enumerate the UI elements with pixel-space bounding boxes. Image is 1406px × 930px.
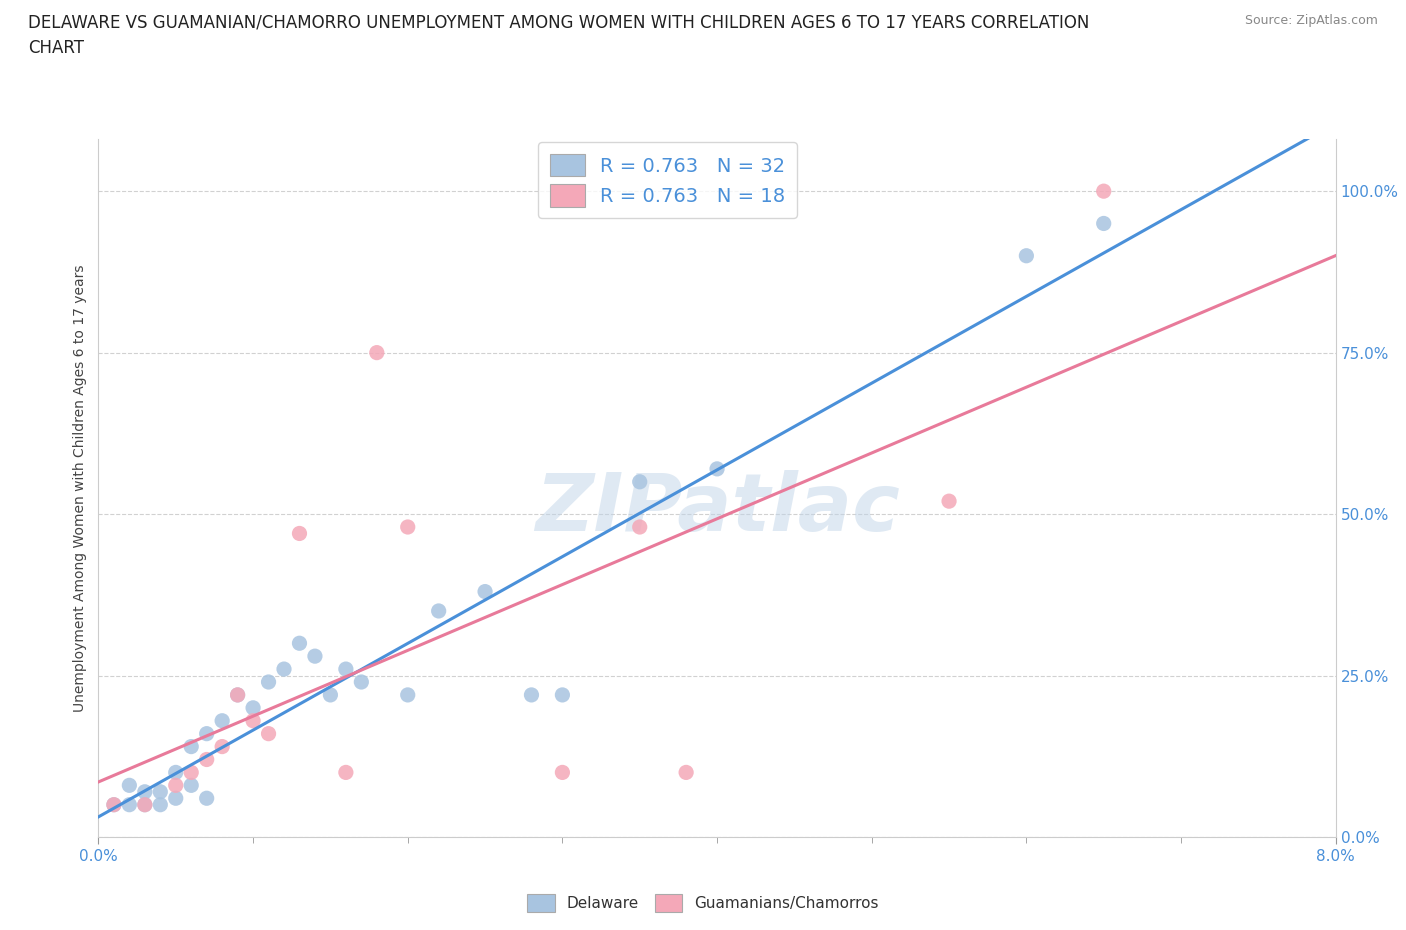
Point [165,790,187,805]
Point [675,765,697,780]
Point [195,726,218,741]
Point [938,494,960,509]
Point [350,674,373,689]
Point [520,687,543,702]
Legend: R = 0.763   N = 32, R = 0.763   N = 18: R = 0.763 N = 32, R = 0.763 N = 18 [538,142,797,219]
Point [165,777,187,792]
Point [474,584,496,599]
Point [211,713,233,728]
Point [180,739,202,754]
Point [335,765,357,780]
Point [226,687,249,702]
Point [288,636,311,651]
Point [396,520,419,535]
Point [304,649,326,664]
Point [180,777,202,792]
Point [242,700,264,715]
Point [149,784,172,799]
Legend: Delaware, Guamanians/Chamorros: Delaware, Guamanians/Chamorros [522,888,884,918]
Point [180,765,202,780]
Point [319,687,342,702]
Point [257,674,280,689]
Point [103,797,125,812]
Text: ZIPatlас: ZIPatlас [534,471,900,548]
Point [134,797,156,812]
Point [118,797,141,812]
Point [242,713,264,728]
Point [1092,184,1115,199]
Point [257,726,280,741]
Point [149,797,172,812]
Point [1015,248,1038,263]
Point [226,687,249,702]
Point [396,687,419,702]
Point [273,661,295,676]
Text: CHART: CHART [28,39,84,57]
Point [628,474,651,489]
Point [118,777,141,792]
Point [551,687,574,702]
Point [551,765,574,780]
Point [103,797,125,812]
Point [195,752,218,767]
Point [1092,216,1115,231]
Point [427,604,450,618]
Y-axis label: Unemployment Among Women with Children Ages 6 to 17 years: Unemployment Among Women with Children A… [73,264,87,712]
Point [134,797,156,812]
Point [706,461,728,476]
Point [134,784,156,799]
Point [211,739,233,754]
Point [366,345,388,360]
Point [195,790,218,805]
Point [165,765,187,780]
Point [288,526,311,541]
Text: DELAWARE VS GUAMANIAN/CHAMORRO UNEMPLOYMENT AMONG WOMEN WITH CHILDREN AGES 6 TO : DELAWARE VS GUAMANIAN/CHAMORRO UNEMPLOYM… [28,14,1090,32]
Text: Source: ZipAtlas.com: Source: ZipAtlas.com [1244,14,1378,27]
Point [628,520,651,535]
Point [335,661,357,676]
